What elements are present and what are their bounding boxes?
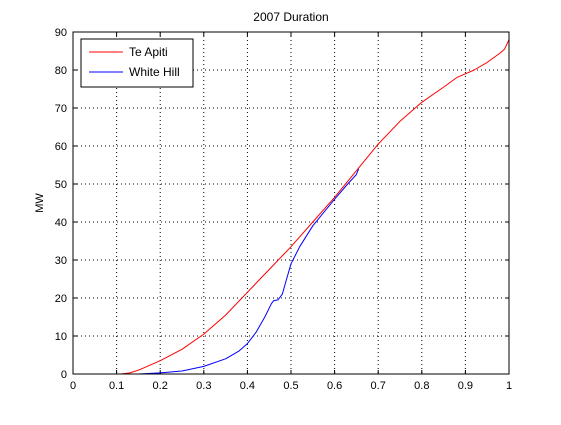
- x-tick-label: 0.7: [371, 380, 386, 392]
- y-tick-label: 90: [55, 27, 67, 39]
- y-tick-label: 50: [55, 179, 67, 191]
- x-tick-label: 1: [506, 380, 512, 392]
- x-tick-label: 0: [70, 380, 76, 392]
- y-tick-label: 0: [61, 369, 67, 381]
- y-tick-label: 60: [55, 141, 67, 153]
- y-tick-label: 20: [55, 293, 67, 305]
- x-tick-label: 0.3: [196, 380, 211, 392]
- series-line-te-apiti: [120, 39, 510, 375]
- chart-title: 2007 Duration: [253, 10, 328, 24]
- legend-label-white-hill: White Hill: [129, 65, 180, 79]
- x-tick-label: 0.4: [240, 380, 255, 392]
- y-tick-label: 10: [55, 331, 67, 343]
- series-lines: [120, 39, 510, 375]
- x-tick-label: 0.1: [109, 380, 124, 392]
- x-tick-label: 0.5: [283, 380, 298, 392]
- grid-lines: [73, 32, 509, 374]
- axis-ticks: 0 0.1 0.2 0.3 0.4 0.5 0.6 0.7 0.8 0.9 101020304050…: [55, 27, 512, 392]
- y-tick-label: 30: [55, 255, 67, 267]
- x-tick-label: 0.6: [327, 380, 342, 392]
- y-tick-label: 70: [55, 103, 67, 115]
- x-tick-label: 0.2: [153, 380, 168, 392]
- legend-box: [80, 38, 194, 88]
- x-tick-label: 0.9: [458, 380, 473, 392]
- y-axis-label: MW: [34, 193, 46, 213]
- y-tick-label: 80: [55, 65, 67, 77]
- legend-label-te-apiti: Te Apiti: [129, 45, 168, 59]
- legend: Te Apiti White Hill: [80, 38, 194, 88]
- series-line-white-hill: [138, 168, 360, 375]
- x-tick-label: 0.8: [414, 380, 429, 392]
- y-tick-label: 40: [55, 217, 67, 229]
